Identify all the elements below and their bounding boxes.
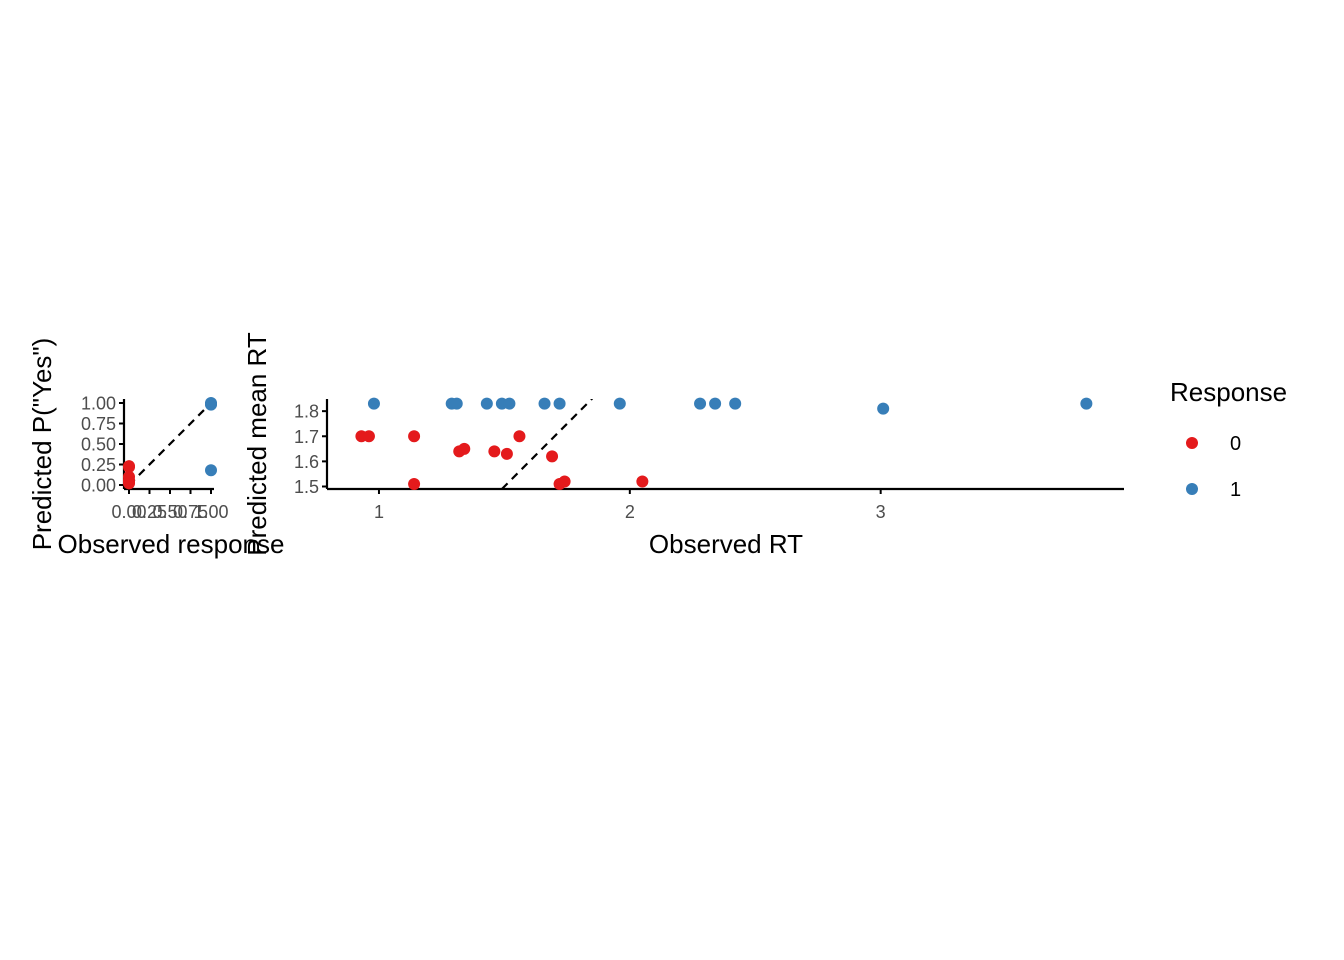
- y-tick-label: 0.50: [81, 435, 116, 455]
- y-tick-label: 0.00: [81, 476, 116, 496]
- y-tick-label: 1.7: [294, 427, 319, 447]
- legend-key-0: [1186, 437, 1198, 449]
- point-response-1: [694, 397, 707, 410]
- point-response-0: [408, 477, 421, 490]
- legend-label-1: 1: [1230, 479, 1241, 501]
- point-response-1: [503, 397, 516, 410]
- y-tick-label: 0.75: [81, 414, 116, 434]
- x-tick-label: 0.75: [173, 502, 208, 522]
- reference-line: [128, 402, 212, 486]
- legend-label-0: 0: [1230, 433, 1241, 455]
- point-response-1: [553, 397, 566, 410]
- point-response-0: [636, 475, 649, 488]
- y-axis-title: Predicted P("Yes"): [27, 338, 57, 551]
- x-tick-label: 0.25: [132, 502, 167, 522]
- x-tick-label: 0.50: [152, 502, 187, 522]
- y-tick-label: 1.8: [294, 402, 319, 422]
- legend: Response 0 1: [1170, 377, 1287, 501]
- x-tick-label: 3: [876, 502, 886, 522]
- x-tick-label: 2: [625, 502, 635, 522]
- point-response-1: [709, 397, 722, 410]
- y-tick-label: 0.25: [81, 455, 116, 475]
- point-response-1: [729, 397, 742, 410]
- y-axis-title: Predicted mean RT: [242, 332, 272, 556]
- x-tick-label: 1.00: [193, 502, 228, 522]
- point-response-1: [367, 397, 380, 410]
- point-response-1: [613, 397, 626, 410]
- x-axis-title: Observed response: [58, 529, 285, 559]
- point-response-1: [877, 402, 890, 415]
- y-tick-label: 1.5: [294, 477, 319, 497]
- y-tick-label: 1.6: [294, 452, 319, 472]
- point-response-0: [513, 430, 526, 443]
- point-response-1: [480, 397, 493, 410]
- point-response-0: [362, 430, 375, 443]
- point-response-1: [205, 398, 217, 411]
- point-response-1: [1080, 397, 1093, 410]
- point-response-0: [488, 445, 501, 458]
- rt-panel: 1.5 1.6 1.7 1.8 1 2 3 Observed RT Predicted mean…: [242, 332, 1124, 559]
- point-response-1: [205, 464, 217, 477]
- point-response-0: [558, 475, 571, 488]
- reference-line: [501, 399, 593, 489]
- legend-title: Response: [1170, 377, 1287, 407]
- point-response-0: [546, 450, 559, 463]
- x-tick-label: 0.00: [111, 502, 146, 522]
- y-tick-label: 1.00: [81, 394, 116, 414]
- response-panel: 0.000.250.500.751.000.000.250.500.751.00…: [27, 338, 284, 559]
- point-response-0: [458, 442, 471, 455]
- point-response-1: [538, 397, 551, 410]
- x-axis-title: Observed RT: [649, 529, 803, 559]
- point-response-1: [450, 397, 463, 410]
- legend-key-1: [1186, 483, 1198, 495]
- point-response-0: [408, 430, 421, 443]
- point-response-0: [123, 477, 135, 490]
- point-response-0: [500, 447, 513, 460]
- point-response-0: [123, 460, 135, 473]
- x-tick-label: 1: [374, 502, 384, 522]
